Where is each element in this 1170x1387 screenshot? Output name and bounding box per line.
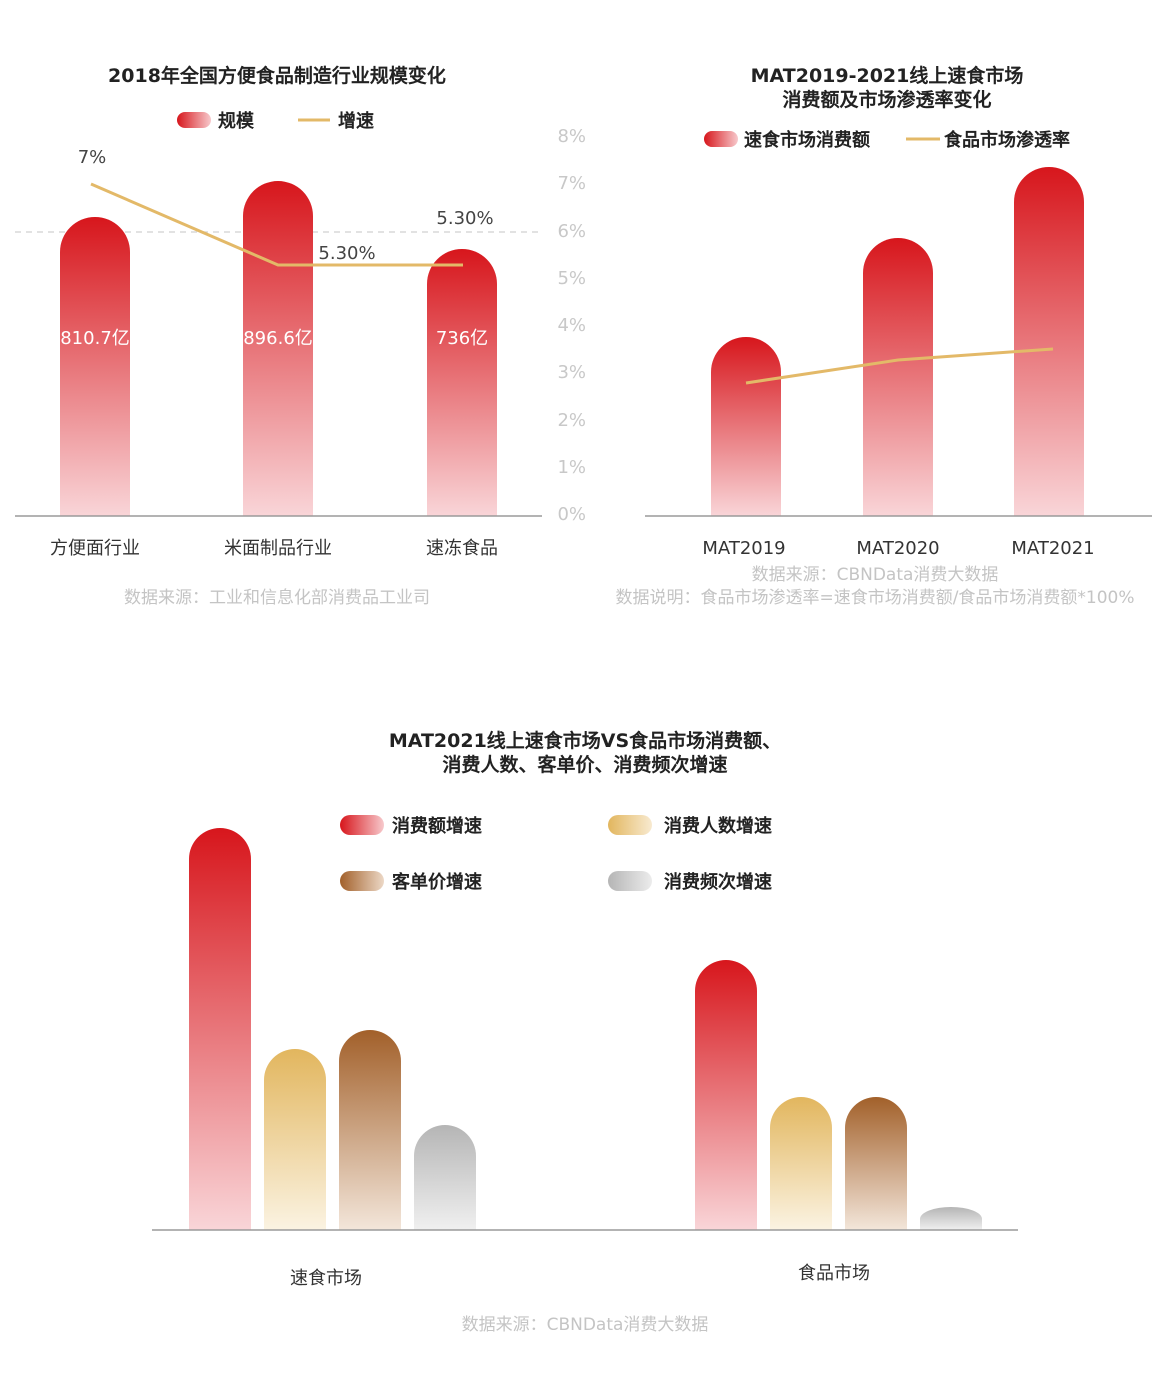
legend-swatch-spend-growth: [340, 815, 384, 835]
y-tick-1: 1%: [557, 457, 586, 478]
legend-swatch-frequency-growth: [608, 871, 652, 891]
bar-sushi-buyer-growth: [264, 1049, 326, 1230]
chart-2: MAT2019-2021线上速食市场 消费额及市场渗透率变化 速食市场消费额 食…: [615, 64, 1152, 608]
chart2-note: 数据说明：食品市场渗透率=速食市场消费额/食品市场消费额*100%: [615, 588, 1134, 608]
chart3-title-line2: 消费人数、客单价、消费频次增速: [442, 753, 727, 776]
chart2-title-line2: 消费额及市场渗透率变化: [782, 88, 991, 111]
bar-food-frequency-growth: [920, 1207, 982, 1230]
bar-sushi-frequency-growth: [414, 1125, 476, 1230]
legend-swatch-buyer-growth: [608, 815, 652, 835]
chart-1: 2018年全国方便食品制造行业规模变化 规模 增速 810.7亿 896.6亿 …: [15, 64, 586, 608]
growth-label-suodong: 5.30%: [436, 208, 493, 229]
chart1-title: 2018年全国方便食品制造行业规模变化: [108, 64, 446, 87]
y-tick-5: 5%: [557, 268, 586, 289]
bar-sushi-aov-growth: [339, 1030, 401, 1230]
chart2-source: 数据来源：CBNData消费大数据: [752, 565, 999, 585]
bar-mat2019: [711, 337, 781, 516]
bar-food-spend-growth: [695, 960, 757, 1230]
category-label-fangbianmian: 方便面行业: [50, 538, 140, 559]
category-label-sushi-market: 速食市场: [290, 1268, 362, 1289]
chart-3: MAT2021线上速食市场VS食品市场消费额、 消费人数、客单价、消费频次增速 …: [152, 729, 1018, 1335]
y-tick-3: 3%: [557, 362, 586, 383]
chart2-title-line1: MAT2019-2021线上速食市场: [751, 64, 1024, 87]
category-label-food-market: 食品市场: [798, 1263, 870, 1284]
legend-label-spend-growth: 消费额增速: [392, 815, 482, 837]
y-tick-2: 2%: [557, 410, 586, 431]
legend-label-aov-growth: 客单价增速: [392, 871, 482, 893]
bar-fangbianmian: [60, 217, 130, 516]
bar-food-buyer-growth: [770, 1097, 832, 1230]
legend-swatch-scale: [177, 112, 211, 128]
legend-label-consumption: 速食市场消费额: [744, 129, 870, 151]
category-label-mianzhipin: 米面制品行业: [224, 538, 332, 559]
bar-mat2020: [863, 238, 933, 516]
growth-line: [90, 182, 463, 267]
penetration-line: [745, 347, 1054, 385]
bar-suodong: [427, 249, 497, 516]
legend-label-scale: 规模: [218, 110, 255, 132]
bar-label-fangbianmian: 810.7亿: [60, 328, 130, 349]
chart1-y2-ticks: 0% 1% 2% 3% 4% 5% 6% 7% 8%: [557, 126, 586, 525]
y-tick-8: 8%: [557, 126, 586, 147]
legend-label-buyer-growth: 消费人数增速: [664, 815, 772, 837]
y-tick-0: 0%: [557, 504, 586, 525]
y-tick-7: 7%: [557, 173, 586, 194]
bar-food-aov-growth: [845, 1097, 907, 1230]
legend-swatch-aov-growth: [340, 871, 384, 891]
legend-swatch-consumption: [704, 131, 738, 147]
chart1-source: 数据来源：工业和信息化部消费品工业司: [124, 588, 430, 608]
y-tick-6: 6%: [557, 221, 586, 242]
bar-sushi-spend-growth: [189, 828, 251, 1230]
chart3-source: 数据来源：CBNData消费大数据: [462, 1315, 709, 1335]
legend-label-growth: 增速: [338, 110, 374, 132]
category-label-mat2021: MAT2021: [1011, 538, 1094, 559]
bar-mat2021: [1014, 167, 1084, 516]
bar-label-mianzhipin: 896.6亿: [243, 328, 313, 349]
growth-label-fangbianmian: 7%: [78, 147, 107, 168]
category-label-mat2019: MAT2019: [702, 538, 785, 559]
legend-label-penetration: 食品市场渗透率: [943, 129, 1070, 151]
category-label-mat2020: MAT2020: [856, 538, 939, 559]
growth-label-mianzhipin: 5.30%: [318, 243, 375, 264]
y-tick-4: 4%: [557, 315, 586, 336]
chart3-title-line1: MAT2021线上速食市场VS食品市场消费额、: [389, 729, 781, 752]
bar-label-suodong: 736亿: [436, 328, 488, 349]
category-label-suodong: 速冻食品: [426, 538, 498, 559]
legend-label-frequency-growth: 消费频次增速: [664, 871, 772, 893]
